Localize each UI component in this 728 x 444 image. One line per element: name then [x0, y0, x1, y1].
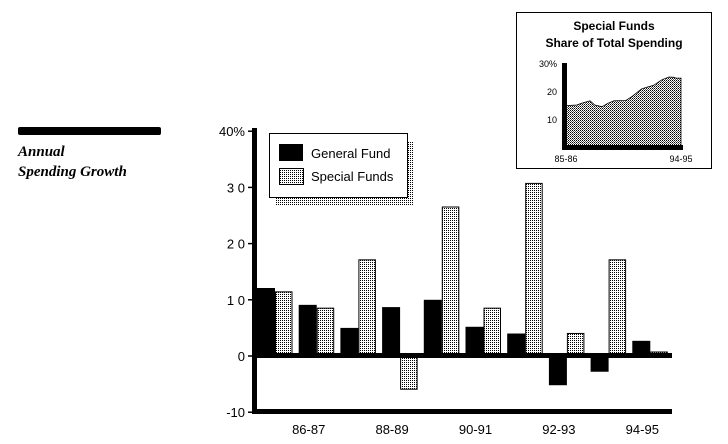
y-tick-label: 1 0 [227, 293, 245, 308]
bar-special-funds [400, 356, 418, 390]
bar-special-funds [608, 259, 627, 356]
bar-special-funds [566, 332, 585, 357]
zero-line [252, 353, 672, 358]
y-tick-label: -10 [226, 405, 245, 420]
y-tick-label: 3 0 [227, 180, 245, 195]
bar-special-funds [275, 291, 293, 356]
bar-special-funds [358, 259, 376, 356]
bar-general-fund [507, 333, 526, 356]
legend-swatch-special [279, 168, 304, 185]
x-tick-label: 88-89 [375, 422, 408, 437]
inset-y-axis [562, 63, 567, 150]
bar-special-funds [441, 206, 460, 356]
y-tick-label: 40% [219, 124, 245, 139]
bar-special-funds [316, 307, 335, 356]
legend: General Fund Special Funds [269, 133, 414, 205]
x-axis [252, 409, 672, 414]
title-rule [18, 127, 161, 135]
inset-title: Special Funds [573, 19, 655, 33]
inset-y-tick-label: 10 [547, 115, 557, 125]
bar-special-funds [525, 182, 543, 356]
inset-x-tick-label: 85-86 [554, 154, 577, 164]
bar-general-fund [382, 307, 401, 356]
bar-general-fund [298, 304, 317, 356]
legend-label-special: Special Funds [311, 169, 394, 184]
chart-title-line-1: Annual [18, 144, 65, 160]
legend-swatch-general [279, 144, 303, 161]
bar-general-fund [257, 287, 275, 356]
bar-general-fund [465, 326, 484, 356]
legend-label-general: General Fund [311, 146, 391, 161]
inset-area [565, 76, 682, 148]
bar-special-funds [483, 307, 501, 356]
legend-box [269, 133, 408, 198]
y-tick-label: 2 0 [227, 237, 245, 252]
bar-general-fund [548, 356, 567, 386]
bar-general-fund [590, 356, 609, 372]
bar-general-fund [423, 299, 442, 356]
y-tick-label: 0 [238, 349, 245, 364]
x-tick-label: 90-91 [459, 422, 492, 437]
inset-chart: Special Funds Share of Total Spending 10… [516, 12, 712, 169]
chart-title: Annual Spending Growth [18, 142, 127, 182]
inset-y-tick-label: 20 [547, 87, 557, 97]
chart-title-line-2: Spending Growth [18, 164, 127, 180]
bar-general-fund [340, 327, 359, 356]
x-tick-label: 92-93 [542, 422, 575, 437]
inset-subtitle: Share of Total Spending [545, 36, 682, 50]
y-axis [252, 128, 257, 414]
inset-x-axis [562, 145, 683, 150]
x-tick-label: 86-87 [292, 422, 325, 437]
bar-general-fund [632, 340, 651, 356]
inset-x-tick-label: 94-95 [669, 154, 692, 164]
x-tick-label: 94-95 [626, 422, 659, 437]
inset-y-tick-label: 30% [539, 59, 557, 69]
